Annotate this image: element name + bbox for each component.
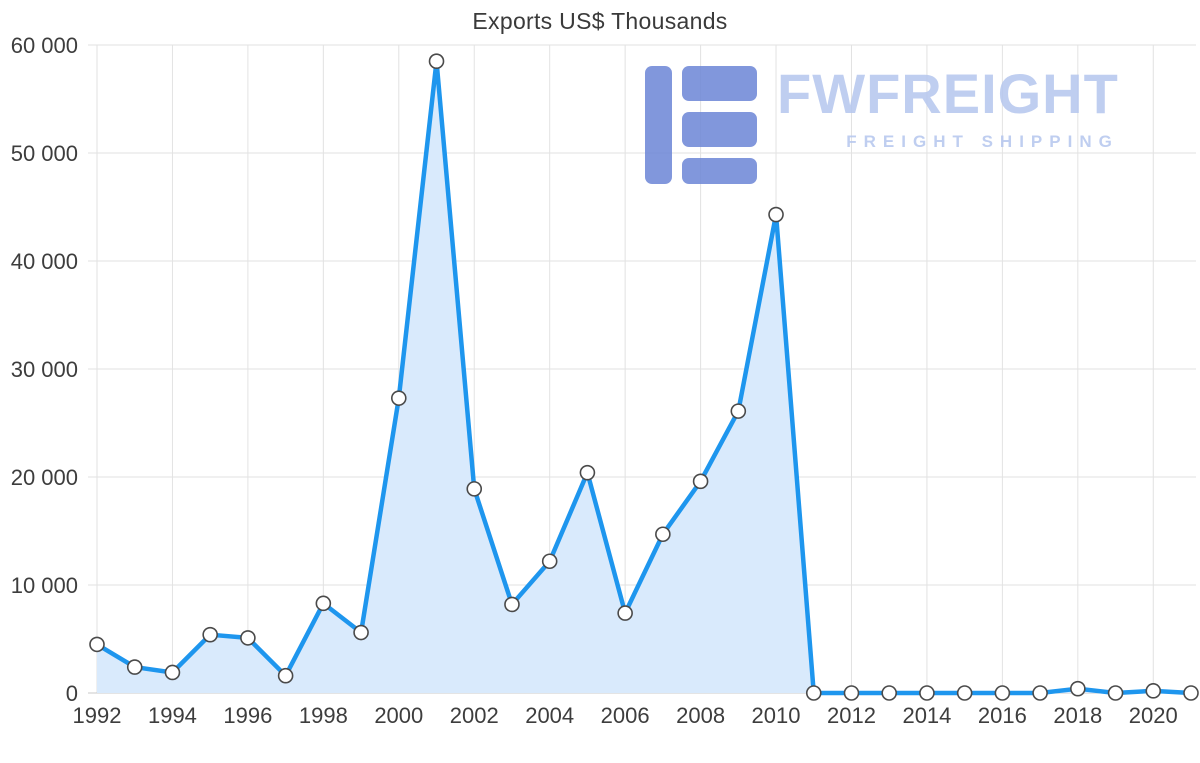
- data-point-marker: [655, 526, 671, 543]
- y-axis-tick-label: 40 000: [11, 249, 78, 274]
- data-point-marker: [956, 685, 973, 701]
- data-point-marker: [240, 630, 256, 646]
- y-axis-tick-label: 10 000: [11, 573, 78, 598]
- data-point-marker: [843, 685, 860, 701]
- x-axis-tick-label: 2008: [676, 703, 725, 728]
- data-point-marker: [164, 664, 181, 681]
- y-axis-tick-label: 60 000: [11, 33, 78, 58]
- data-point-marker: [881, 685, 898, 701]
- x-axis-tick-label: 2020: [1129, 703, 1178, 728]
- data-point-marker: [1107, 685, 1124, 701]
- data-point-marker: [504, 596, 520, 613]
- y-axis-tick-label: 0: [66, 681, 78, 706]
- data-point-marker: [768, 206, 784, 223]
- data-point-marker: [89, 636, 105, 653]
- x-axis-tick-label: 2016: [978, 703, 1027, 728]
- x-axis-tick-label: 2000: [374, 703, 423, 728]
- y-axis-tick-label: 50 000: [11, 141, 78, 166]
- data-point-marker: [730, 403, 747, 419]
- data-point-marker: [1032, 685, 1048, 701]
- area-fill: [97, 61, 1191, 693]
- y-axis-tick-label: 20 000: [11, 465, 78, 490]
- data-point-marker: [428, 53, 445, 70]
- chart-title: Exports US$ Thousands: [472, 8, 728, 34]
- data-point-marker: [466, 481, 483, 497]
- data-point-marker: [994, 685, 1011, 701]
- data-point-marker: [315, 595, 332, 612]
- x-axis-tick-label: 2002: [450, 703, 499, 728]
- data-point-marker: [277, 667, 294, 684]
- data-point-marker: [919, 685, 935, 701]
- x-axis-tick-label: 1998: [299, 703, 348, 728]
- data-point-marker: [692, 473, 709, 490]
- data-point-marker: [202, 626, 218, 643]
- data-point-marker: [353, 624, 369, 641]
- data-point-marker: [1183, 685, 1199, 701]
- x-axis-tick-label: 2014: [902, 703, 951, 728]
- data-point-marker: [805, 685, 822, 701]
- data-point-marker: [579, 464, 596, 481]
- x-axis-tick-label: 2006: [601, 703, 650, 728]
- y-axis-tick-label: 30 000: [11, 357, 78, 382]
- x-axis-tick-label: 2010: [752, 703, 801, 728]
- x-axis-tick-label: 1996: [223, 703, 272, 728]
- x-axis-tick-label: 2018: [1053, 703, 1102, 728]
- data-point-marker: [1070, 680, 1086, 697]
- data-point-marker: [541, 553, 558, 570]
- x-axis-tick-label: 1992: [73, 703, 122, 728]
- x-axis-tick-label: 2004: [525, 703, 574, 728]
- data-point-marker: [617, 605, 633, 621]
- x-axis-tick-label: 1994: [148, 703, 197, 728]
- data-point-marker: [126, 659, 143, 675]
- data-point-marker: [390, 390, 407, 406]
- data-point-marker: [1145, 683, 1162, 699]
- x-axis-tick-label: 2012: [827, 703, 876, 728]
